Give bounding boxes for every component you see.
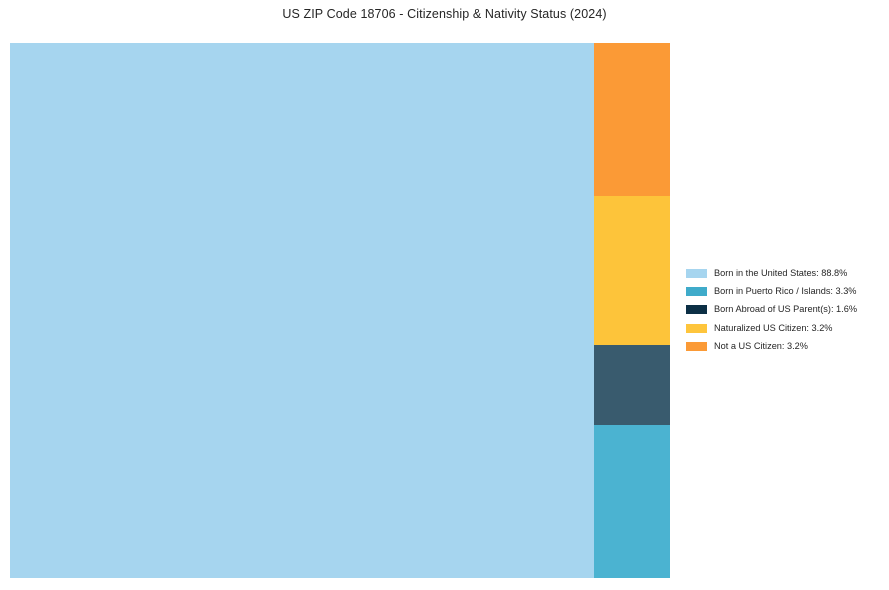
legend-swatch-icon [686,342,707,352]
chart-legend: Born in the United States: 88.8% Born in… [686,264,882,356]
treemap-tile-born-in-the-united-states[interactable] [10,43,594,578]
legend-item-born-in-puerto-rico-islands[interactable]: Born in Puerto Rico / Islands: 3.3% [686,282,882,300]
legend-item-label: Born in the United States: 88.8% [714,267,848,278]
legend-item-label: Born in Puerto Rico / Islands: 3.3% [714,285,857,296]
treemap-tile-not-a-us-citizen[interactable] [593,43,670,196]
treemap-tile-born-in-puerto-rico-islands[interactable] [593,424,670,578]
legend-item-label: Naturalized US Citizen: 3.2% [714,322,833,333]
chart-title: US ZIP Code 18706 - Citizenship & Nativi… [282,7,607,21]
legend-item-born-in-the-united-states[interactable]: Born in the United States: 88.8% [686,264,882,282]
legend-swatch-icon [686,287,707,297]
legend-item-born-abroad-of-us-parents[interactable]: Born Abroad of US Parent(s): 1.6% [686,301,882,319]
legend-swatch-icon [686,305,707,315]
treemap-tile-naturalized-us-citizen[interactable] [593,196,670,345]
legend-swatch-icon [686,323,707,333]
legend-item-label: Born Abroad of US Parent(s): 1.6% [714,304,857,315]
legend-item-naturalized-us-citizen[interactable]: Naturalized US Citizen: 3.2% [686,319,882,337]
treemap-tile-born-abroad-of-us-parents[interactable] [593,345,670,425]
treemap-plot-area [10,43,670,578]
legend-swatch-icon [686,268,707,278]
legend-item-label: Not a US Citizen: 3.2% [714,341,808,352]
legend-item-not-a-us-citizen[interactable]: Not a US Citizen: 3.2% [686,338,882,356]
